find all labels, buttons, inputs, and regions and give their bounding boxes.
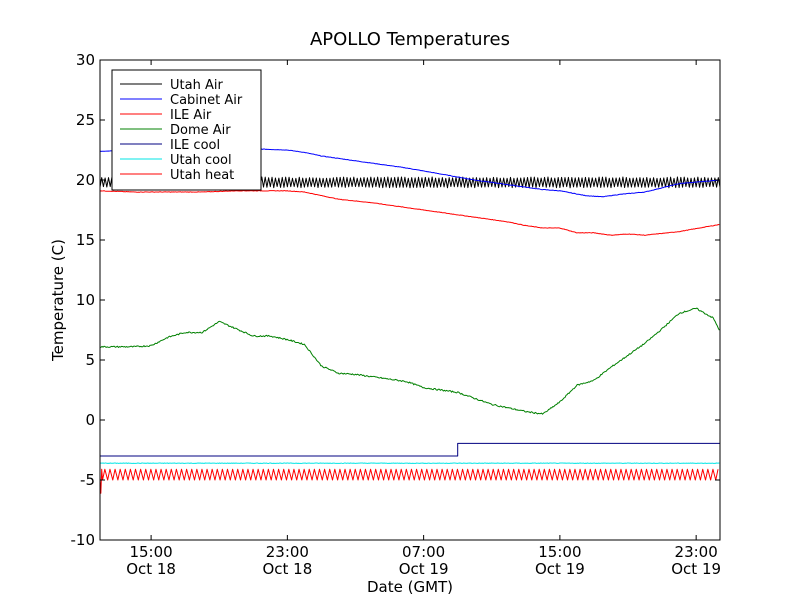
chart-title: APOLLO Temperatures bbox=[310, 29, 510, 50]
legend-box bbox=[111, 69, 262, 191]
x-tick-date-label: Oct 19 bbox=[671, 560, 721, 578]
y-tick-label: 25 bbox=[76, 111, 95, 129]
y-tick-label: -5 bbox=[80, 471, 95, 489]
y-tick-label: 15 bbox=[76, 231, 95, 249]
x-tick-time-label: 15:00 bbox=[129, 543, 172, 561]
x-tick-date-label: Oct 18 bbox=[262, 560, 312, 578]
legend-label: ILE cool bbox=[170, 138, 220, 153]
y-axis-label: Temperature (C) bbox=[49, 239, 67, 362]
y-tick-label: -10 bbox=[71, 531, 96, 549]
x-tick-time-label: 15:00 bbox=[538, 543, 581, 561]
legend-label: Utah Air bbox=[170, 78, 223, 93]
series-line-ile-air bbox=[100, 190, 720, 236]
x-tick-date-label: Oct 18 bbox=[126, 560, 176, 578]
legend-label: Utah cool bbox=[170, 153, 232, 168]
legend-label: Utah heat bbox=[170, 168, 234, 183]
x-tick-date-label: Oct 19 bbox=[535, 560, 585, 578]
x-tick-date-label: Oct 19 bbox=[399, 560, 449, 578]
x-tick-time-label: 23:00 bbox=[675, 543, 718, 561]
legend-label: ILE Air bbox=[170, 108, 212, 123]
y-tick-label: 5 bbox=[85, 351, 95, 369]
series-line-utah-heat bbox=[100, 468, 719, 494]
x-tick-time-label: 07:00 bbox=[402, 543, 445, 561]
x-tick-time-label: 23:00 bbox=[266, 543, 309, 561]
x-axis-label: Date (GMT) bbox=[367, 578, 453, 596]
y-tick-label: 10 bbox=[76, 291, 95, 309]
series-line-ile-cool bbox=[100, 442, 720, 457]
y-tick-label: 30 bbox=[76, 51, 95, 69]
y-tick-label: 0 bbox=[85, 411, 95, 429]
legend-label: Dome Air bbox=[170, 123, 231, 138]
legend-label: Cabinet Air bbox=[170, 93, 243, 108]
y-tick-label: 20 bbox=[76, 171, 95, 189]
series-line-dome-air bbox=[100, 307, 720, 415]
plot-frame bbox=[99, 59, 721, 541]
